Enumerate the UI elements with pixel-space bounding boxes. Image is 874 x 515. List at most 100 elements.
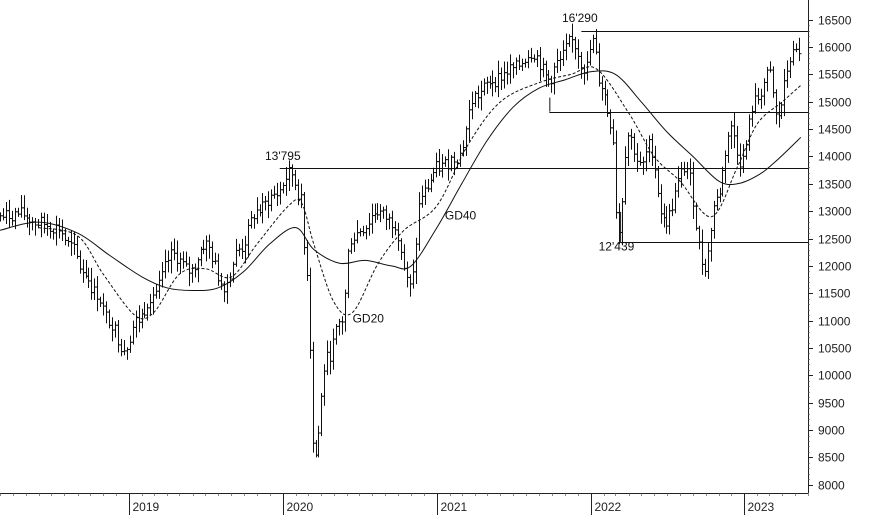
ohlc-bar-234 — [688, 158, 693, 186]
ohlc-bar-93 — [272, 185, 277, 199]
ohlc-bar-111 — [325, 340, 330, 376]
ohlc-bar-127 — [373, 203, 378, 223]
ohlc-bar-146 — [429, 173, 434, 193]
ohlc-bar-173 — [508, 54, 513, 84]
ohlc-bar-196 — [576, 39, 581, 69]
ohlc-bar-267 — [785, 60, 790, 88]
ohlc-bar-142 — [417, 192, 422, 251]
ohlc-bar-172 — [505, 61, 510, 85]
ohlc-bar-229 — [673, 182, 678, 214]
ohlc-bar-108 — [316, 425, 321, 458]
ohlc-bar-271 — [797, 37, 802, 62]
ohlc-bar-80 — [234, 238, 239, 267]
annotation-0: GD40 — [445, 208, 477, 222]
ohlc-bar-27 — [78, 250, 83, 274]
ohlc-bar-135 — [396, 222, 401, 251]
ohlc-bar-133 — [390, 210, 395, 239]
ohlc-bar-67 — [196, 257, 201, 283]
y-tick-label-0: 8000 — [818, 479, 845, 493]
y-tick-label-9: 12500 — [818, 233, 852, 247]
ohlc-bar-164 — [482, 78, 487, 96]
ohlc-bar-49 — [142, 302, 147, 319]
gd40-line — [0, 70, 802, 292]
ohlc-bar-14 — [39, 212, 44, 238]
ohlc-bar-230 — [676, 166, 681, 198]
ohlc-bar-139 — [408, 274, 413, 297]
ohlc-bar-128 — [375, 203, 380, 220]
ohlc-bar-82 — [240, 238, 245, 259]
ohlc-bar-40 — [116, 319, 121, 353]
ohlc-bar-227 — [667, 203, 672, 235]
ohlc-bar-8 — [22, 195, 27, 221]
ohlc-bar-129 — [378, 204, 383, 223]
ohlc-bar-245 — [720, 166, 725, 197]
ohlc-bar-225 — [662, 203, 667, 228]
ohlc-bar-124 — [364, 225, 369, 240]
ohlc-bar-162 — [476, 85, 481, 109]
ohlc-bar-168 — [493, 76, 498, 93]
ohlc-bar-255 — [750, 105, 755, 127]
ohlc-bar-2 — [4, 202, 9, 225]
ohlc-bar-58 — [169, 241, 174, 274]
ohlc-bar-185 — [544, 60, 549, 88]
ohlc-bar-247 — [726, 131, 731, 163]
ohlc-bar-251 — [738, 143, 743, 177]
ohlc-bar-77 — [225, 274, 230, 304]
ohlc-bar-98 — [287, 160, 292, 191]
ohlc-bar-151 — [443, 156, 448, 167]
ohlc-bar-10 — [27, 214, 32, 236]
ohlc-bar-254 — [747, 114, 752, 151]
ohlc-bar-194 — [570, 23, 575, 53]
ohlc-bar-231 — [679, 162, 684, 188]
x-tick-label-4: 2023 — [748, 500, 775, 514]
ohlc-bar-178 — [523, 58, 528, 68]
ohlc-bar-238 — [700, 229, 705, 275]
ohlc-bar-200 — [588, 39, 593, 66]
ohlc-bar-61 — [178, 252, 183, 274]
ohlc-bar-25 — [72, 231, 77, 255]
ohlc-bar-56 — [163, 249, 168, 279]
ohlc-bar-28 — [81, 259, 86, 283]
ohlc-bar-32 — [92, 278, 97, 300]
ohlc-bar-171 — [502, 61, 507, 89]
ohlc-bar-260 — [765, 66, 770, 92]
ohlc-bar-159 — [467, 100, 472, 142]
ohlc-bar-174 — [511, 62, 516, 79]
ohlc-bar-149 — [437, 149, 442, 176]
ohlc-bar-86 — [252, 214, 257, 229]
ohlc-bar-132 — [387, 213, 392, 230]
annotation-2: 13'795 — [265, 149, 301, 163]
ohlc-bar-29 — [84, 259, 89, 279]
ohlc-bar-160 — [470, 91, 475, 120]
ohlc-bar-179 — [526, 50, 531, 69]
ohlc-bar-212 — [623, 146, 628, 205]
ohlc-bar-90 — [263, 195, 268, 211]
ohlc-bar-60 — [175, 240, 180, 272]
ohlc-bar-242 — [712, 200, 717, 239]
ohlc-bar-199 — [585, 51, 590, 81]
ohlc-bar-203 — [597, 43, 602, 87]
ohlc-bar-136 — [399, 238, 404, 261]
ohlc-bar-223 — [656, 166, 661, 198]
horizontal-levels — [279, 31, 808, 243]
ohlc-bar-235 — [691, 161, 696, 219]
ohlc-bar-213 — [626, 132, 631, 167]
ohlc-bar-1 — [1, 208, 6, 221]
ohlc-bar-114 — [334, 323, 339, 345]
ohlc-bar-99 — [290, 164, 295, 187]
y-tick-label-14: 15000 — [818, 96, 852, 110]
ohlc-bar-69 — [201, 239, 206, 255]
ohlc-bar-237 — [697, 225, 702, 250]
ohlc-bar-226 — [664, 206, 669, 234]
ohlc-bar-167 — [490, 70, 495, 97]
ohlc-bar-216 — [635, 143, 640, 172]
ohlc-bar-110 — [322, 364, 327, 406]
ohlc-bar-42 — [122, 340, 127, 356]
ohlc-bar-33 — [95, 276, 100, 312]
ohlc-bar-233 — [685, 162, 690, 180]
ohlc-bar-100 — [293, 169, 298, 191]
ohlc-bar-144 — [423, 179, 428, 206]
ohlc-bar-106 — [311, 341, 316, 453]
ohlc-bar-95 — [278, 181, 283, 205]
